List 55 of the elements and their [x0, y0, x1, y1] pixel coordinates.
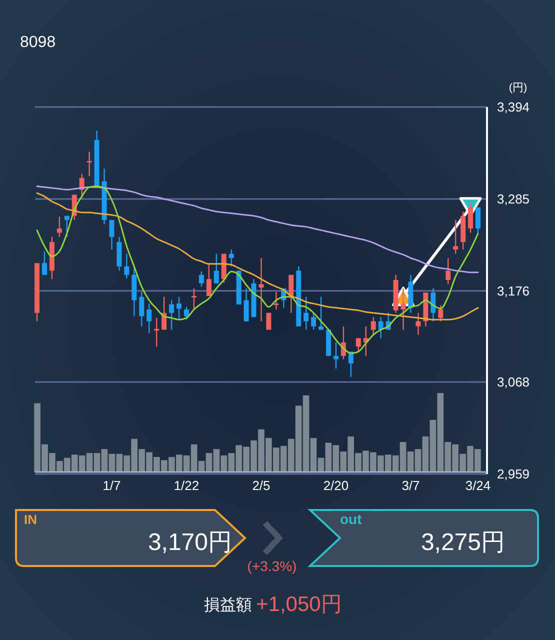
candlestick	[139, 291, 144, 327]
candlestick	[109, 219, 114, 250]
candlestick	[430, 288, 436, 322]
candlestick	[438, 304, 444, 322]
candlestick	[86, 151, 92, 177]
candlestick	[333, 342, 338, 370]
candlestick	[370, 316, 376, 336]
y-tick-label: 3,285	[497, 192, 530, 207]
candlestick	[228, 248, 234, 268]
candlestick	[318, 296, 324, 330]
y-tick-label: 2,959	[497, 466, 530, 482]
candlestick	[311, 312, 316, 330]
candlestick	[146, 302, 152, 334]
candlestick	[191, 288, 196, 310]
candlestick	[64, 215, 70, 238]
candlestick	[124, 253, 130, 279]
x-tick-label: 1/7	[102, 478, 121, 493]
candlestick	[206, 262, 212, 297]
text: IN	[24, 512, 37, 527]
x-tick-label: 1/22	[174, 478, 200, 493]
y-tick-label: 3,068	[497, 374, 530, 390]
x-tick-label: 2/5	[252, 478, 270, 493]
candlestick	[274, 291, 279, 310]
candlestick	[476, 206, 480, 234]
text: 損益額	[204, 596, 252, 614]
candlestick	[468, 202, 474, 234]
candlestick	[416, 312, 421, 336]
candlestick	[244, 288, 249, 322]
candlestick	[356, 338, 361, 352]
candlestick	[453, 219, 458, 254]
candlestick	[184, 306, 189, 320]
text: (+3.3%)	[247, 558, 297, 574]
candlestick	[258, 257, 264, 322]
candlestick	[288, 274, 294, 314]
chart-title: 8098	[20, 34, 56, 51]
line-series	[36, 192, 479, 320]
candlestick	[304, 296, 309, 330]
x-tick-label: 3/24	[465, 478, 491, 493]
candlestick	[198, 270, 204, 288]
candlestick	[400, 288, 406, 330]
text: 3,275円	[420, 529, 505, 556]
candlestick	[56, 216, 62, 238]
candlestick	[446, 257, 451, 285]
x-tick-label: 2/20	[323, 478, 349, 493]
candlestick	[42, 250, 47, 276]
y-tick-label: 3,394	[497, 100, 530, 115]
candlestick	[214, 253, 219, 284]
y-axis-title: (円)	[508, 82, 528, 94]
candlestick	[176, 296, 182, 320]
y-tick-label: 3,176	[497, 283, 530, 298]
text: 3,170円	[148, 529, 232, 556]
candlestick	[169, 300, 174, 330]
text: +1,050円	[256, 593, 342, 616]
x-tick-label: 3/7	[402, 478, 420, 493]
text: out	[340, 511, 362, 527]
